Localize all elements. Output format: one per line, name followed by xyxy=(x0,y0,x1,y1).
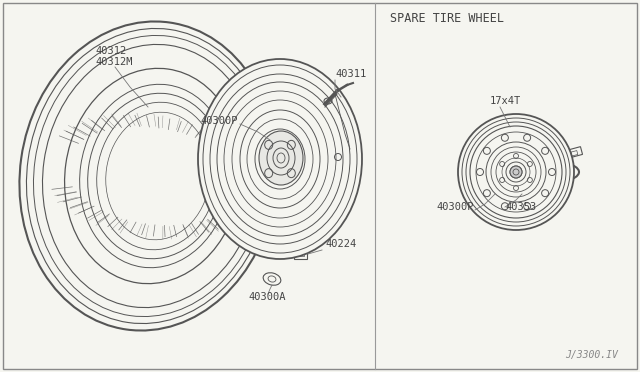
Text: SPARE TIRE WHEEL: SPARE TIRE WHEEL xyxy=(390,12,504,25)
Ellipse shape xyxy=(510,166,522,178)
Text: 40312: 40312 xyxy=(95,46,126,56)
Text: 40353: 40353 xyxy=(505,202,536,212)
Ellipse shape xyxy=(458,114,574,230)
Ellipse shape xyxy=(19,22,276,331)
Text: 40300P: 40300P xyxy=(436,202,474,212)
Bar xyxy=(571,151,578,156)
Ellipse shape xyxy=(259,131,303,185)
Ellipse shape xyxy=(198,59,362,259)
Bar xyxy=(297,251,304,256)
Ellipse shape xyxy=(263,273,281,285)
Text: 40300A: 40300A xyxy=(248,292,285,302)
Text: J/3300.IV: J/3300.IV xyxy=(565,350,618,360)
Bar xyxy=(567,147,582,158)
Text: 40311: 40311 xyxy=(335,69,366,79)
Text: 40224: 40224 xyxy=(325,239,356,249)
Text: 40300P: 40300P xyxy=(200,116,237,126)
Text: 40312M: 40312M xyxy=(95,57,132,67)
Text: 17x4T: 17x4T xyxy=(490,96,521,106)
Bar xyxy=(294,249,307,259)
